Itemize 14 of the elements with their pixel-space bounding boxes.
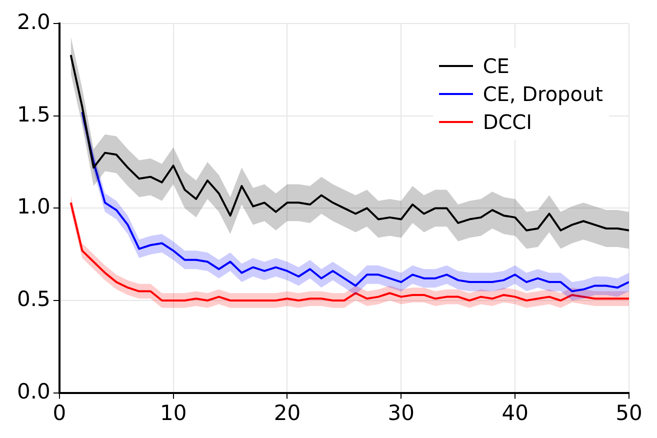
legend-label: CE — [482, 54, 510, 78]
legend-label: DCCI — [482, 110, 532, 134]
x-tick-label: 0 — [52, 400, 66, 425]
x-tick-label: 40 — [502, 400, 528, 425]
x-tick-label: 10 — [160, 400, 187, 425]
y-tick-label: 2.0 — [16, 10, 50, 34]
y-tick-label: 1.5 — [16, 102, 50, 126]
x-tick-label: 30 — [388, 400, 415, 425]
y-tick-label: 0.0 — [16, 379, 50, 404]
y-tick-label: 1.0 — [16, 194, 50, 219]
x-tick-label: 20 — [274, 400, 301, 425]
y-tick-label: 0.5 — [16, 286, 50, 311]
x-tick-label: 50 — [616, 400, 642, 425]
legend-label: CE, Dropout — [482, 82, 603, 106]
